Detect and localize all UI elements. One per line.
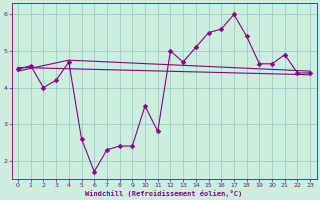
- X-axis label: Windchill (Refroidissement éolien,°C): Windchill (Refroidissement éolien,°C): [85, 190, 243, 197]
